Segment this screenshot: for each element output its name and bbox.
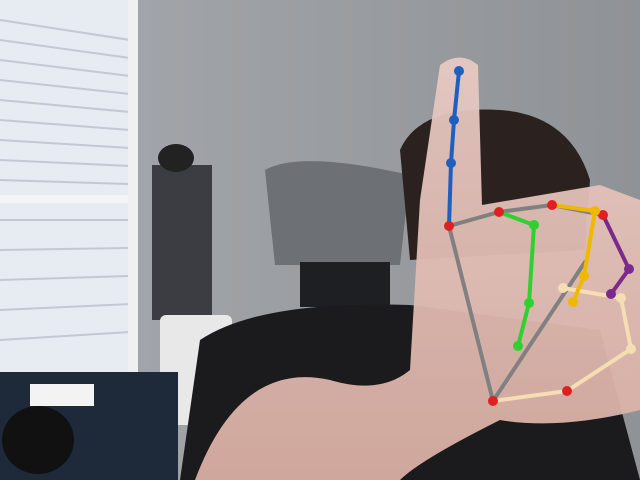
index-line — [447, 69, 461, 228]
helmet — [158, 144, 194, 172]
joint — [624, 264, 634, 274]
thumb-joints — [558, 283, 636, 354]
blinds — [0, 19, 131, 341]
joint — [494, 207, 504, 217]
middle-line — [497, 210, 537, 348]
chair-back — [265, 161, 410, 265]
index-joints — [446, 66, 464, 168]
paper — [30, 384, 94, 406]
joint — [616, 293, 626, 303]
joint — [558, 283, 568, 293]
joint — [562, 386, 572, 396]
joint — [568, 297, 578, 307]
base-joints — [444, 200, 608, 406]
joint — [547, 200, 557, 210]
window-frame — [0, 195, 138, 203]
pinky-joints — [606, 264, 634, 299]
joints — [444, 66, 636, 406]
joint — [606, 289, 616, 299]
chair-seat — [300, 262, 390, 307]
joint — [590, 206, 600, 216]
joint — [488, 396, 498, 406]
joint — [454, 66, 464, 76]
joint — [446, 158, 456, 168]
joint — [626, 344, 636, 354]
joint — [524, 298, 534, 308]
joint — [579, 271, 589, 281]
window-trim — [128, 0, 138, 375]
joint — [529, 220, 539, 230]
ring-line — [550, 203, 598, 304]
middle-joints — [513, 220, 539, 351]
hand — [195, 57, 640, 480]
joint — [449, 115, 459, 125]
shelf — [152, 165, 212, 320]
joint — [444, 221, 454, 231]
headphones — [2, 406, 74, 474]
joint — [513, 341, 523, 351]
ring-joints — [568, 206, 600, 307]
joint — [598, 210, 608, 220]
palm-line — [491, 260, 587, 403]
